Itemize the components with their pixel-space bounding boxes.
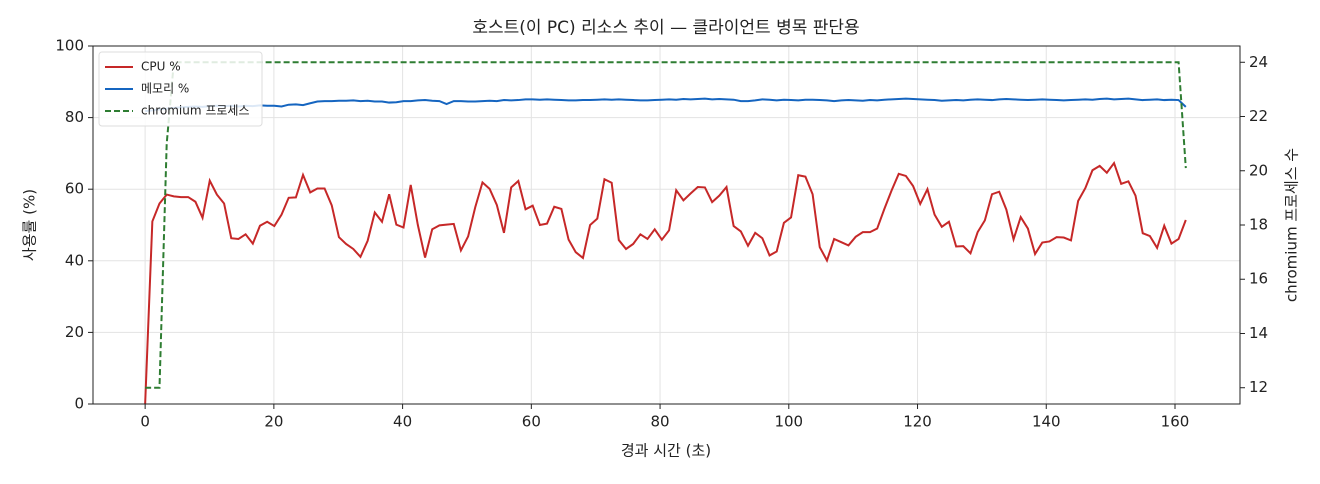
y2-tick-label: 16 [1249, 270, 1268, 288]
y-tick-label: 100 [55, 37, 84, 55]
data-line [145, 61, 1187, 389]
x-axis-label: 경과 시간 (초) [621, 442, 711, 460]
x-tick-label: 20 [264, 413, 283, 431]
y-tick-label: 60 [65, 180, 84, 198]
y2-tick-label: 24 [1249, 53, 1268, 71]
y-tick-label: 40 [65, 251, 84, 269]
x-tick-label: 140 [1032, 413, 1061, 431]
data-line [144, 160, 1187, 405]
legend-label: 메모리 % [141, 82, 189, 96]
legend-label: CPU % [141, 60, 181, 74]
x-tick-label: 40 [393, 413, 412, 431]
y2-tick-label: 18 [1249, 216, 1268, 234]
y2-tick-label: 12 [1249, 378, 1268, 396]
x-tick-label: 80 [651, 413, 670, 431]
y2-tick-label: 22 [1249, 107, 1268, 125]
x-tick-label: 0 [140, 413, 150, 431]
legend-label: chromium 프로세스 [141, 104, 250, 118]
y2-tick-label: 14 [1249, 324, 1268, 342]
y-axis-label: 사용률 (%) [21, 189, 39, 261]
legend-box [98, 51, 263, 127]
y-tick-label: 0 [74, 395, 84, 413]
y2-tick-label: 20 [1249, 161, 1268, 179]
y2-axis-label: chromium 프로세스 수 [1283, 148, 1301, 302]
x-tick-label: 60 [522, 413, 541, 431]
x-tick-label: 120 [903, 413, 932, 431]
y-tick-label: 20 [65, 323, 84, 341]
x-tick-label: 100 [774, 413, 803, 431]
y-tick-label: 80 [65, 108, 84, 126]
chart-title: 호스트(이 PC) 리소스 추이 — 클라이언트 병목 판단용 [472, 18, 859, 38]
plot-frame [92, 45, 1241, 405]
x-tick-label: 160 [1161, 413, 1190, 431]
data-line [145, 97, 1187, 113]
